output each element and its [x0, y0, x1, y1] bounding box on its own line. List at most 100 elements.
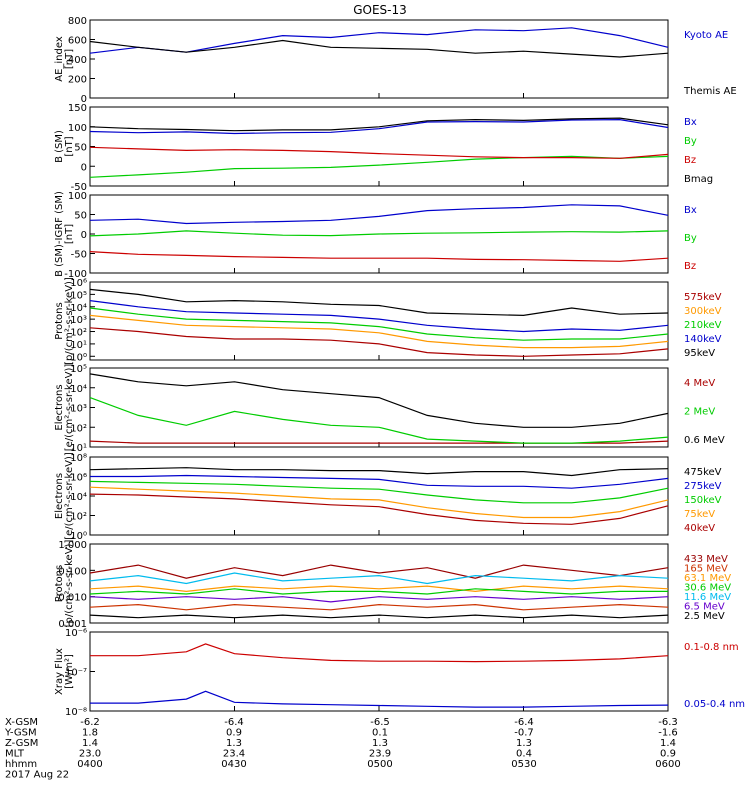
plot-frame	[89, 281, 669, 361]
series-line-2-mev	[89, 397, 669, 444]
panel-protons2: 0.001 0.010 0.100 1.000 Protons [p/(cm²-s-sr-…	[54, 540, 731, 630]
plot-frame	[89, 367, 669, 448]
footer-date: 2017 Aug 22	[5, 770, 69, 781]
series-line-bx	[89, 118, 669, 135]
legend-entry: 475keV	[684, 467, 722, 478]
plot-frame	[89, 631, 669, 712]
y-tick-label: 600	[68, 36, 87, 47]
y-tick-label: 10³	[70, 315, 87, 326]
footer-value: -1.6	[658, 728, 678, 739]
legend-entry: 210keV	[684, 320, 722, 331]
y-axis-label: [nT]	[64, 49, 75, 69]
y-tick-label: 10²	[70, 423, 87, 434]
series-line-bx	[89, 204, 669, 225]
legend-entry: 30.6 MeV	[684, 583, 731, 594]
footer-value: 0530	[511, 759, 536, 770]
y-tick-label: 10⁴	[70, 384, 87, 395]
footer-value: 1.8	[82, 728, 98, 739]
y-tick-label: 10¹	[70, 443, 87, 454]
panel-bsm: -50 0 50 100 150 B (SM) [nT] Bx By Bz Bmag	[54, 103, 713, 193]
y-tick-label: -100	[64, 269, 87, 280]
series-line-themis-ae	[89, 39, 669, 58]
y-axis-label: AE_index	[54, 36, 65, 82]
legend-entry: 95keV	[684, 348, 715, 359]
y-tick-label: 10⁶	[70, 473, 87, 484]
y-tick-label: -50	[71, 182, 87, 193]
series-line-0-6-mev	[89, 373, 669, 428]
y-axis-label: [e/(cm²-s-sr-keV)]	[64, 452, 75, 540]
y-tick-label: 10⁻⁷	[65, 668, 87, 679]
footer-value: -6.4	[224, 717, 244, 728]
plot-frame	[89, 19, 669, 99]
legend-entry: 63.1 MeV	[684, 573, 731, 584]
series-line-30-6-mev	[89, 588, 668, 595]
footer-value: -0.7	[514, 728, 534, 739]
legend-entry: 140keV	[684, 334, 722, 345]
y-tick-label: 10⁰	[70, 531, 87, 542]
series-line-0-1-0-8-nm	[90, 643, 669, 663]
y-tick-label: 10²	[70, 328, 87, 339]
legend-entry: Bmag	[684, 174, 713, 185]
legend-entry: 11.6 MeV	[684, 592, 731, 603]
y-tick-label: 10⁸	[70, 453, 87, 464]
y-tick-label: 0.100	[58, 566, 87, 577]
series-line-by	[89, 230, 669, 237]
series-line-75kev	[89, 486, 669, 519]
y-tick-label: 0.001	[58, 619, 87, 630]
footer-row-label: MLT	[5, 749, 25, 760]
legend-entry: 275keV	[684, 481, 722, 492]
footer-row-label: X-GSM	[5, 717, 38, 728]
panel-electrons2: 10⁰ 10² 10⁴ 10⁶ 10⁸ Electrons [e/(cm²-s-sr-keV…	[54, 452, 722, 542]
y-axis-label: Protons	[54, 302, 65, 339]
series-line-63-1-mev	[89, 585, 669, 593]
y-tick-label: 800	[68, 16, 87, 27]
legend-entry: Kyoto AE	[684, 30, 728, 41]
series-line-6-5-mev	[89, 596, 669, 603]
y-tick-label: 10⁵	[70, 290, 87, 301]
y-tick-label: 10¹	[70, 340, 87, 351]
series-line-11-6-mev	[89, 572, 669, 585]
footer-value: 1.3	[372, 738, 388, 749]
legend-entry: 2 MeV	[684, 407, 715, 418]
footer-value: 0.9	[226, 728, 242, 739]
y-axis-label: [W/m²]	[64, 654, 75, 689]
legend-entry: 150keV	[684, 495, 722, 506]
footer-value: 1.3	[516, 738, 532, 749]
legend-entry: 2.5 MeV	[684, 611, 725, 622]
legend-entry: 575keV	[684, 292, 722, 303]
legend-entry: 4 MeV	[684, 378, 715, 389]
y-tick-label: 400	[68, 55, 87, 66]
y-tick-label: 50	[74, 211, 87, 222]
series-line-by	[89, 155, 669, 178]
footer-value: 1.4	[82, 738, 98, 749]
series-line-bmag	[89, 117, 669, 132]
footer-value: 0500	[367, 759, 392, 770]
footer-row-label: Y-GSM	[4, 728, 37, 739]
legend-entry: Bx	[684, 117, 697, 128]
footer-row-label: hhmm	[5, 759, 37, 770]
y-axis-label: [p/(cm²-s-sr-keV)]	[64, 540, 75, 628]
y-axis-label: [e/(cm²-s-sr-keV)]	[64, 364, 75, 452]
panel-electrons1: 10¹ 10² 10³ 10⁴ 10⁵ Electrons [e/(cm²-s-sr-keV…	[54, 364, 725, 454]
y-tick-label: 0	[81, 94, 87, 105]
y-tick-label: 10⁰	[70, 352, 87, 363]
footer-value: 0.9	[660, 749, 676, 760]
footer-value: 1.4	[660, 738, 676, 749]
footer-value: 0600	[655, 759, 680, 770]
y-tick-label: 10⁻⁸	[65, 707, 87, 718]
footer-value: 0.4	[516, 749, 532, 760]
series-line-475kev	[89, 467, 669, 477]
y-axis-label: B (SM)	[54, 130, 65, 163]
series-line-275kev	[90, 474, 669, 489]
legend-entry: By	[684, 136, 697, 147]
y-tick-label: 0	[81, 162, 87, 173]
series-line-2-5-mev	[89, 614, 669, 619]
y-tick-label: 200	[68, 75, 87, 86]
legend-entry: 300keV	[684, 306, 722, 317]
footer-value: 23.9	[369, 749, 391, 760]
footer-row-label: Z-GSM	[5, 738, 38, 749]
